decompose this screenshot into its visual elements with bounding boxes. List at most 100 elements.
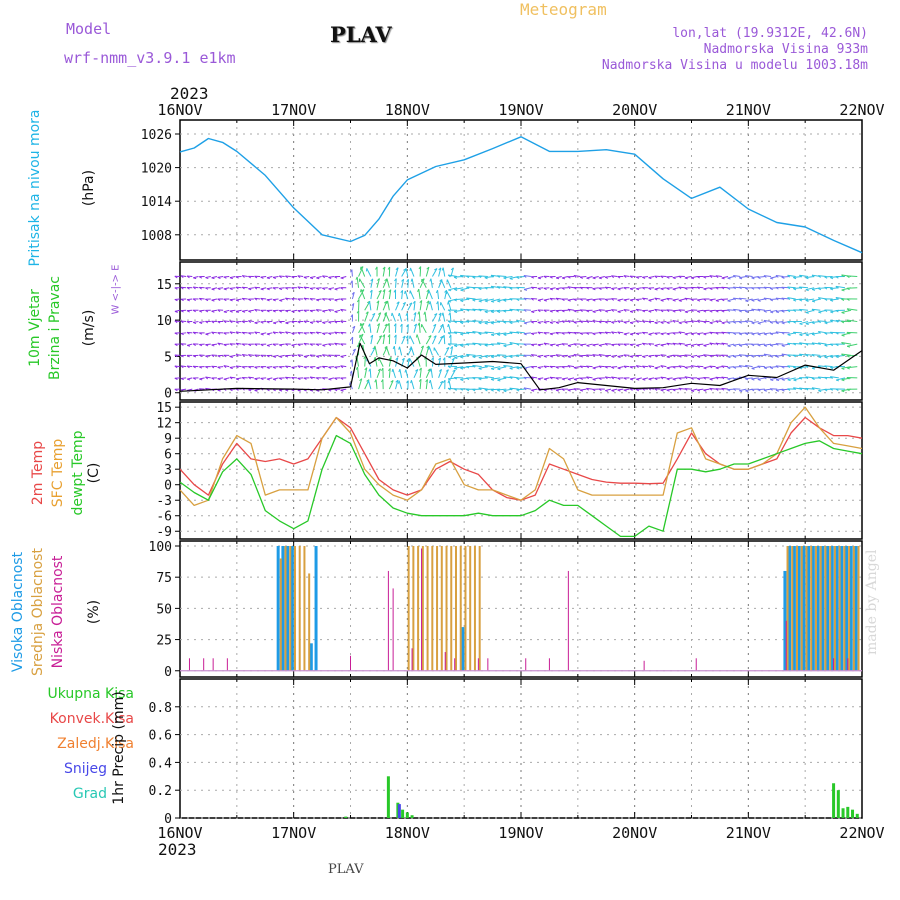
wind-barb-head <box>211 310 215 313</box>
wind-barb <box>523 297 532 300</box>
wind-barb <box>443 335 446 345</box>
wind-barb-head <box>406 380 409 384</box>
wind-barb-head <box>642 297 645 301</box>
wind-barb <box>605 309 612 312</box>
wind-barb-head <box>678 365 682 369</box>
wind-barb <box>721 365 729 368</box>
wind-barb <box>419 379 422 390</box>
wind-barb-head <box>573 343 577 346</box>
wind-barb-head <box>205 309 209 313</box>
wind-barb <box>715 366 722 369</box>
wind-barb-head <box>770 311 774 314</box>
wind-barb-head <box>697 310 701 313</box>
wind-barb-head <box>454 357 458 359</box>
wind-barb <box>697 377 704 379</box>
wind-barb-head <box>543 299 547 302</box>
wind-barb-head <box>428 301 431 305</box>
wind-barb <box>799 286 809 289</box>
wind-barb-head <box>792 309 797 312</box>
wind-barb-head <box>272 355 277 358</box>
wind-barb-head <box>769 344 774 347</box>
wind-barb-head <box>187 378 191 381</box>
wind-barb-head <box>629 366 633 369</box>
wind-barb-head <box>636 378 640 381</box>
wind-barb-head <box>751 308 755 312</box>
wind-barb-head <box>709 355 713 358</box>
wind-barb-head <box>445 369 449 372</box>
wind-barb-head <box>751 343 755 347</box>
wind-barb <box>407 324 409 333</box>
wind-barb-head <box>217 309 221 313</box>
wind-barb-head <box>356 344 360 348</box>
cloud-mid-bar <box>786 545 789 671</box>
wind-barb <box>846 319 858 323</box>
wind-barb-head <box>446 347 450 350</box>
wind-barb <box>721 321 729 324</box>
cloud-mid-bar <box>426 545 429 671</box>
cloud-ytick-label: 75 <box>156 571 172 586</box>
wind-barb-head <box>496 354 500 357</box>
wind-barb-head <box>648 378 652 381</box>
wind-barb-head <box>629 311 634 313</box>
wind-barb-head <box>617 311 621 314</box>
wind-barb-head <box>733 308 736 312</box>
cloud-mid-bar <box>843 545 846 671</box>
cloud-high-bar <box>792 545 796 671</box>
wind-barb <box>770 354 778 357</box>
wind-barb-head <box>199 276 203 279</box>
cloud-mid-bar <box>450 545 453 671</box>
wind-barb <box>691 388 698 392</box>
wind-barb <box>448 274 458 278</box>
wind-barb-head <box>739 277 743 280</box>
wind-barb <box>523 332 532 335</box>
wind-barb <box>360 289 366 300</box>
wind-barb-head <box>349 382 351 386</box>
wind-barb-head <box>648 365 652 369</box>
wind-barb-head <box>573 367 577 370</box>
wind-barb-head <box>400 289 403 293</box>
wind-barb-head <box>174 377 178 381</box>
wind-barb-head <box>291 354 295 358</box>
wind-barb <box>360 323 366 334</box>
wind-barb-head <box>248 332 252 335</box>
wind-barb-head <box>555 277 560 280</box>
wind-barb-head <box>405 312 408 316</box>
wind-barb <box>454 287 464 290</box>
wind-barb-head <box>509 387 513 391</box>
wind-barb <box>678 298 685 301</box>
wind-barb-head <box>738 286 742 290</box>
wind-barb-head <box>721 365 725 369</box>
wind-barb <box>678 387 685 390</box>
pressure-line <box>179 136 863 254</box>
wind-barb-head <box>611 298 615 301</box>
wind-barb-head <box>733 332 737 335</box>
wind-barb-head <box>751 333 755 336</box>
wind-barb-head <box>824 332 828 335</box>
wind-barb-head <box>360 289 362 293</box>
wind-barb-head <box>359 266 362 270</box>
wind-barb <box>830 354 839 357</box>
wind-barb <box>846 287 858 289</box>
wind-barb <box>781 297 790 300</box>
wind-barb-head <box>775 355 779 358</box>
wind-barb-head <box>396 301 400 304</box>
wind-barb-head <box>248 275 252 279</box>
cloud-mid-bar <box>436 545 439 671</box>
wind-barb-head <box>316 389 320 392</box>
wind-barb-head <box>180 275 184 279</box>
wind-barb-head <box>703 354 707 357</box>
wind-barb-head <box>211 277 215 280</box>
wind-barb <box>672 320 679 323</box>
wind-barb-head <box>792 354 797 358</box>
wind-barb-head <box>217 355 221 358</box>
wind-barb <box>757 276 765 278</box>
wind-barb-head <box>466 275 470 279</box>
cloud-mid-bar <box>445 545 448 671</box>
wind-ytick-label: 0 <box>164 387 172 402</box>
wind-barb <box>727 377 735 380</box>
wind-barb-head <box>830 299 834 302</box>
wind-barb-head <box>642 388 646 391</box>
wind-barb-head <box>380 379 384 383</box>
wind-barb-head <box>733 388 737 391</box>
wind-barb-head <box>309 287 313 291</box>
